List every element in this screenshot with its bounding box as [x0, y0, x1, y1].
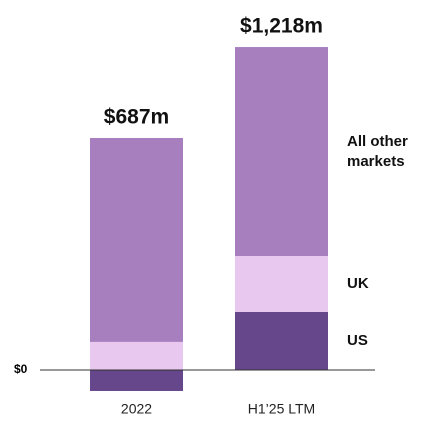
bar-segment	[90, 341, 183, 371]
total-label: $1,218m	[240, 15, 323, 38]
bar-segment	[90, 137, 183, 342]
bar-segment	[235, 47, 328, 257]
legend-label: US	[347, 331, 368, 349]
legend-label: All other markets	[347, 132, 408, 170]
y-tick-label: $0	[14, 362, 28, 376]
x-tick-label: H1’25 LTM	[248, 401, 315, 417]
bar-segment	[235, 256, 328, 312]
total-label: $687m	[104, 106, 169, 129]
bar-segment	[90, 370, 183, 391]
legend-label: UK	[347, 274, 369, 292]
bar-segment	[235, 311, 328, 371]
x-tick-label: 2022	[121, 401, 152, 417]
